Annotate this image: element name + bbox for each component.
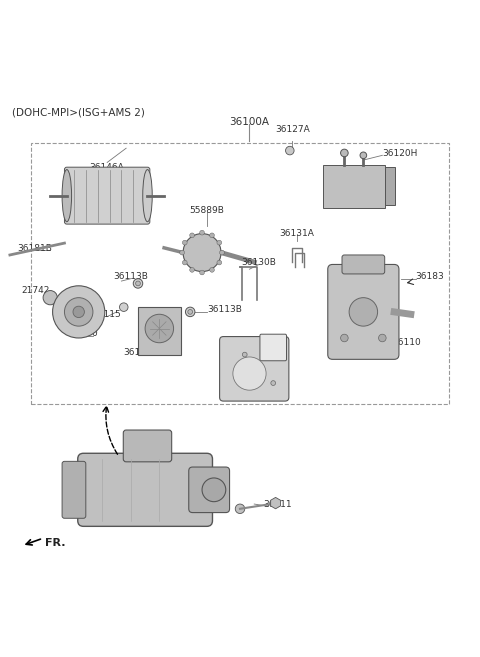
Text: 36211: 36211 [264, 500, 292, 509]
Circle shape [133, 279, 143, 288]
Text: 36113B: 36113B [207, 306, 241, 314]
Circle shape [271, 380, 276, 386]
Circle shape [217, 240, 222, 245]
Text: 36181B: 36181B [17, 244, 52, 252]
FancyBboxPatch shape [62, 461, 86, 518]
Bar [384, 167, 395, 205]
Circle shape [183, 234, 221, 271]
Text: 36150: 36150 [249, 376, 278, 386]
Circle shape [136, 281, 140, 286]
Circle shape [185, 307, 195, 317]
Bar [31, 143, 449, 405]
Circle shape [349, 298, 378, 326]
Text: 36113B: 36113B [113, 272, 148, 281]
Text: 36100A: 36100A [229, 118, 269, 127]
Circle shape [341, 149, 348, 157]
Text: 36120H: 36120H [383, 148, 418, 158]
Circle shape [145, 314, 174, 343]
Text: 21742: 21742 [22, 286, 50, 295]
Circle shape [53, 286, 105, 338]
Circle shape [233, 357, 266, 390]
Text: FR.: FR. [46, 537, 66, 548]
FancyBboxPatch shape [123, 430, 172, 462]
FancyBboxPatch shape [260, 334, 287, 361]
Ellipse shape [143, 170, 152, 222]
Circle shape [200, 231, 204, 235]
Circle shape [360, 152, 367, 158]
Circle shape [120, 303, 128, 311]
Circle shape [210, 233, 215, 238]
Text: 55889B: 55889B [189, 206, 224, 215]
Bar [138, 307, 180, 355]
FancyBboxPatch shape [219, 336, 289, 401]
Circle shape [190, 267, 194, 272]
Circle shape [217, 260, 222, 265]
Text: 36183: 36183 [416, 272, 444, 281]
Text: 36127A: 36127A [275, 125, 310, 134]
FancyBboxPatch shape [64, 167, 150, 224]
Circle shape [202, 478, 226, 502]
Circle shape [190, 233, 194, 238]
Circle shape [64, 298, 93, 326]
Circle shape [242, 352, 247, 357]
FancyBboxPatch shape [342, 255, 384, 274]
Text: 36115: 36115 [93, 310, 121, 319]
Bar [323, 165, 384, 208]
Circle shape [210, 267, 215, 272]
FancyBboxPatch shape [189, 467, 229, 512]
Circle shape [182, 240, 187, 245]
Text: 36170: 36170 [69, 329, 98, 338]
FancyBboxPatch shape [78, 453, 213, 526]
Text: 36146A: 36146A [90, 163, 124, 172]
Circle shape [286, 147, 294, 155]
FancyBboxPatch shape [328, 265, 399, 359]
Circle shape [341, 334, 348, 342]
Text: 36172F: 36172F [123, 348, 157, 357]
Circle shape [73, 306, 84, 317]
Text: 36110: 36110 [392, 338, 420, 348]
Circle shape [43, 290, 57, 305]
Circle shape [200, 270, 204, 275]
Circle shape [188, 309, 192, 314]
Text: (DOHC-MPI>(ISG+AMS 2): (DOHC-MPI>(ISG+AMS 2) [12, 108, 145, 118]
Circle shape [180, 250, 184, 255]
Circle shape [379, 334, 386, 342]
Text: 36131A: 36131A [279, 229, 314, 238]
Text: 36130B: 36130B [241, 258, 276, 267]
Circle shape [182, 260, 187, 265]
Circle shape [219, 250, 224, 255]
Circle shape [235, 504, 245, 514]
Ellipse shape [62, 170, 72, 222]
